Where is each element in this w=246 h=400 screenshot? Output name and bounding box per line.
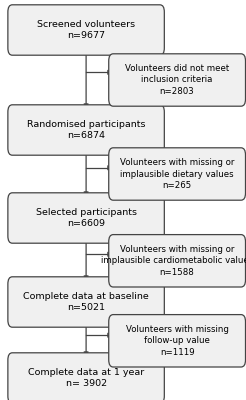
FancyBboxPatch shape	[8, 193, 164, 243]
Text: Selected participants
n=6609: Selected participants n=6609	[36, 208, 137, 228]
Text: Complete data at baseline
n=5021: Complete data at baseline n=5021	[23, 292, 149, 312]
Text: Volunteers with missing or
implausible cardiometabolic values
n=1588: Volunteers with missing or implausible c…	[101, 245, 246, 277]
Text: Randomised participants
n=6874: Randomised participants n=6874	[27, 120, 145, 140]
Text: Volunteers with missing
follow-up value
n=1119: Volunteers with missing follow-up value …	[126, 325, 229, 357]
FancyBboxPatch shape	[8, 105, 164, 155]
Text: Volunteers did not meet
inclusion criteria
n=2803: Volunteers did not meet inclusion criter…	[125, 64, 229, 96]
Text: Volunteers with missing or
implausible dietary values
n=265: Volunteers with missing or implausible d…	[120, 158, 234, 190]
Text: Complete data at 1 year
n= 3902: Complete data at 1 year n= 3902	[28, 368, 144, 388]
FancyBboxPatch shape	[8, 277, 164, 327]
Text: Screened volunteers
n=9677: Screened volunteers n=9677	[37, 20, 135, 40]
FancyBboxPatch shape	[8, 353, 164, 400]
FancyBboxPatch shape	[109, 54, 246, 106]
FancyBboxPatch shape	[109, 314, 246, 367]
FancyBboxPatch shape	[8, 5, 164, 55]
FancyBboxPatch shape	[109, 148, 246, 200]
FancyBboxPatch shape	[109, 234, 246, 287]
